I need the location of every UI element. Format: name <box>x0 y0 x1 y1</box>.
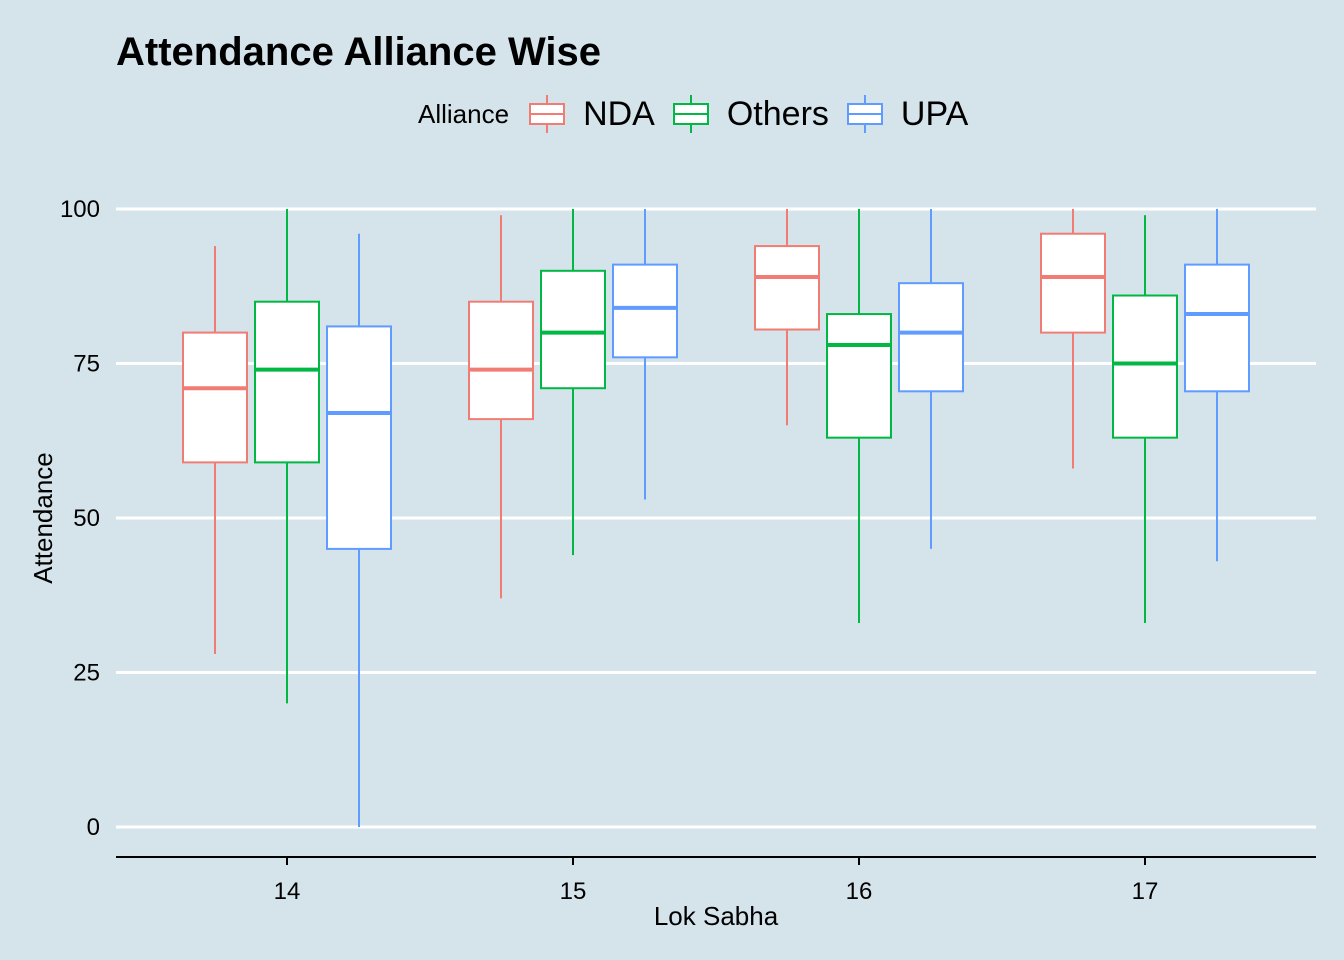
box-iqr <box>898 282 964 393</box>
legend-item-nda: NDA <box>527 94 655 134</box>
box-iqr <box>612 263 678 359</box>
x-tick-label-17: 17 <box>1132 878 1159 905</box>
legend-item-upa: UPA <box>845 94 968 134</box>
legend-label-upa: UPA <box>900 94 969 133</box>
x-tick-label-16: 16 <box>846 878 873 905</box>
legend-key-upa <box>846 95 883 133</box>
box-others-14 <box>254 209 320 704</box>
legend: Alliance NDA Others UPA <box>418 92 984 136</box>
y-tick-label-25: 25 <box>73 660 100 687</box>
legend-key-others <box>672 95 709 133</box>
box-iqr <box>1112 294 1178 439</box>
box-iqr <box>826 313 892 439</box>
y-tick-label-0: 0 <box>87 814 100 841</box>
y-tick-label-50: 50 <box>73 505 100 532</box>
box-nda-16 <box>754 209 820 426</box>
x-axis-title: Lok Sabha <box>654 901 779 931</box>
legend-title: Alliance <box>418 98 510 129</box>
box-upa-17 <box>1184 209 1250 562</box>
box-nda-15 <box>468 215 534 599</box>
box-others-16 <box>826 209 892 624</box>
box-upa-14 <box>326 233 392 827</box>
legend-label-nda: NDA <box>583 94 655 133</box>
x-tick-label-14: 14 <box>274 878 301 905</box>
legend-label-others: Others <box>726 94 829 133</box>
box-iqr <box>1040 232 1106 334</box>
box-iqr <box>254 300 320 464</box>
box-nda-17 <box>1040 209 1106 469</box>
y-tick-label-100: 100 <box>60 196 100 223</box>
box-iqr <box>182 331 248 464</box>
box-iqr <box>540 269 606 390</box>
box-iqr <box>1184 263 1250 393</box>
x-tick-label-15: 15 <box>560 878 587 905</box>
box-iqr <box>754 245 820 331</box>
legend-key-nda <box>529 95 566 133</box>
box-nda-14 <box>182 246 248 654</box>
legend-item-others: Others <box>671 94 829 134</box>
box-upa-16 <box>898 209 964 549</box>
box-upa-15 <box>612 209 678 500</box>
box-others-17 <box>1112 215 1178 624</box>
y-axis-title: Attendance <box>28 452 58 584</box>
box-iqr <box>468 300 534 421</box>
y-tick-label-75: 75 <box>73 351 100 378</box>
box-iqr <box>326 325 392 550</box>
chart-title: Attendance Alliance Wise <box>116 30 601 74</box>
box-others-15 <box>540 209 606 556</box>
